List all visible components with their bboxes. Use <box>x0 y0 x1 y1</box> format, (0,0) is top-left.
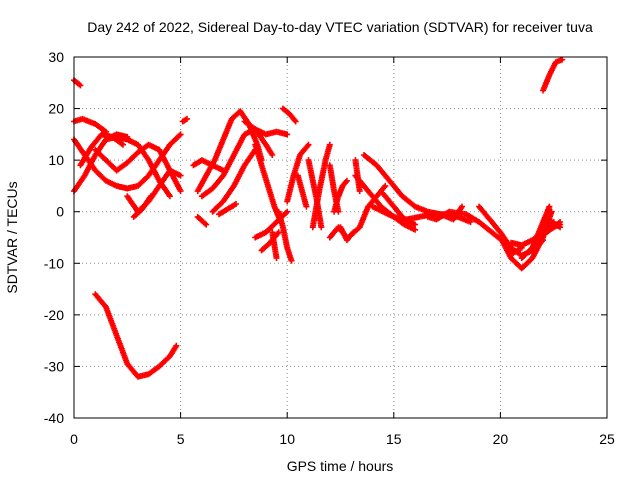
data-point <box>177 172 184 179</box>
series-track-22 <box>275 208 295 264</box>
data-point <box>173 342 180 349</box>
y-tick-label: 0 <box>56 204 64 220</box>
plot-frame <box>73 56 608 419</box>
data-point <box>382 182 389 189</box>
x-tick-label: 20 <box>493 431 509 447</box>
y-tick-label: -10 <box>44 255 64 271</box>
data-point <box>147 193 154 200</box>
data-point <box>557 219 564 225</box>
x-tick-label: 25 <box>599 431 615 447</box>
y-tick-label: 30 <box>48 49 64 65</box>
series-track-1 <box>71 77 84 89</box>
data-point <box>343 177 350 184</box>
data-point <box>284 208 291 215</box>
data-point <box>412 221 419 228</box>
series-track-26 <box>294 172 310 210</box>
data-point <box>326 141 333 148</box>
y-tick-label: -40 <box>44 410 64 426</box>
data-point <box>203 221 210 228</box>
x-tick-label: 5 <box>177 431 185 447</box>
series-track-10 <box>92 291 180 380</box>
y-tick-label: 20 <box>48 101 64 117</box>
series-track-14 <box>190 157 227 174</box>
data-point <box>318 224 325 231</box>
data-point <box>166 193 173 200</box>
series-track-7 <box>103 133 173 200</box>
data-point <box>120 141 126 148</box>
data-point <box>184 115 190 122</box>
series-track-17 <box>216 201 239 218</box>
x-tick-label: 0 <box>70 431 78 447</box>
grid <box>74 57 607 418</box>
series-track-11 <box>179 115 190 125</box>
series-track-30 <box>331 177 350 215</box>
data-point <box>77 82 84 89</box>
data-point <box>356 188 363 195</box>
data-point <box>275 229 282 236</box>
series-track-38 <box>380 190 419 228</box>
series-track-32 <box>337 224 357 244</box>
y-tick-label: -30 <box>44 358 64 374</box>
data-point <box>467 219 474 225</box>
data-point <box>292 118 299 125</box>
data-point <box>233 201 239 207</box>
series-track-28 <box>309 141 333 231</box>
data-point <box>546 203 553 210</box>
data-point <box>412 226 419 233</box>
series-track-47 <box>540 56 566 94</box>
data-point <box>288 257 295 264</box>
data-point <box>284 131 291 138</box>
data-point <box>559 56 566 63</box>
y-axis-label: SDTVAR / TECUs <box>4 181 20 293</box>
axis-ticks: 0 5 10 15 20 25 -40 -30 -20 -10 0 10 20 30 <box>44 49 615 447</box>
data-point <box>177 131 184 138</box>
data-point <box>273 255 280 262</box>
data-point <box>557 224 564 231</box>
chart-title: Day 242 of 2022, Sidereal Day-to-day VTE… <box>87 19 593 35</box>
series-track-19 <box>241 118 291 138</box>
data-point <box>305 141 312 148</box>
x-axis-label: GPS time / hours <box>287 458 394 474</box>
x-tick-label: 10 <box>279 431 295 447</box>
data-point <box>269 152 276 158</box>
series-track-46 <box>540 219 564 238</box>
series-track-37 <box>369 203 419 233</box>
data-points <box>71 56 566 380</box>
series-track-9 <box>130 193 154 220</box>
data-point <box>177 188 184 195</box>
x-tick-label: 15 <box>386 431 402 447</box>
series-track-18 <box>252 141 284 225</box>
series-track-36 <box>361 152 465 223</box>
y-tick-label: -20 <box>44 307 64 323</box>
series-track-23 <box>269 229 280 262</box>
series-track-12 <box>194 213 210 228</box>
data-point <box>303 203 310 210</box>
data-point <box>459 203 465 210</box>
series-track-24 <box>279 105 299 125</box>
y-tick-label: 10 <box>48 152 64 168</box>
